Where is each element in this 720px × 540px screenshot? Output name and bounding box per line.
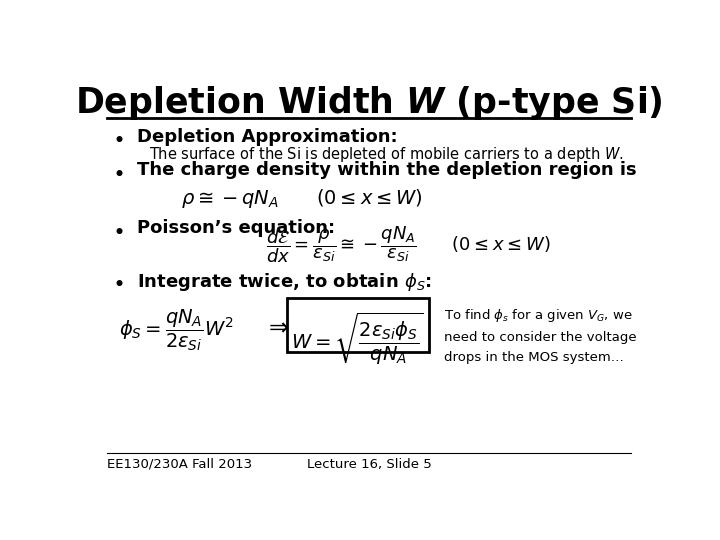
- Text: Depletion Approximation:: Depletion Approximation:: [138, 128, 398, 146]
- Text: $\rho \cong -qN_A \qquad (0 \leq x \leq W)$: $\rho \cong -qN_A \qquad (0 \leq x \leq …: [181, 187, 423, 211]
- Text: The charge density within the depletion region is: The charge density within the depletion …: [138, 161, 637, 179]
- Text: $\dfrac{d\mathcal{E}}{dx} = \dfrac{\rho}{\varepsilon_{Si}} \cong -\dfrac{qN_A}{\: $\dfrac{d\mathcal{E}}{dx} = \dfrac{\rho}…: [266, 224, 550, 265]
- Text: Integrate twice, to obtain $\phi_S$:: Integrate twice, to obtain $\phi_S$:: [138, 272, 432, 293]
- Text: To find $\phi_s$ for a given $V_G$, we
need to consider the voltage
drops in the: To find $\phi_s$ for a given $V_G$, we n…: [444, 307, 637, 364]
- Text: EE130/230A Fall 2013: EE130/230A Fall 2013: [107, 458, 252, 471]
- Text: Depletion Width $\boldsymbol{W}$ (p-type Si): Depletion Width $\boldsymbol{W}$ (p-type…: [75, 84, 663, 122]
- Text: $\bullet$: $\bullet$: [112, 163, 124, 183]
- Text: $\phi_S = \dfrac{qN_A}{2\varepsilon_{Si}} W^2$: $\phi_S = \dfrac{qN_A}{2\varepsilon_{Si}…: [119, 308, 234, 353]
- FancyBboxPatch shape: [287, 298, 429, 352]
- Text: Poisson’s equation:: Poisson’s equation:: [138, 219, 336, 238]
- Text: Lecture 16, Slide 5: Lecture 16, Slide 5: [307, 458, 431, 471]
- Text: $\Rightarrow$: $\Rightarrow$: [264, 314, 289, 338]
- Text: $\bullet$: $\bullet$: [112, 221, 124, 241]
- Text: $\bullet$: $\bullet$: [112, 129, 124, 149]
- Text: The surface of the Si is depleted of mobile carriers to a depth $W$.: The surface of the Si is depleted of mob…: [148, 145, 624, 164]
- Text: $\bullet$: $\bullet$: [112, 273, 124, 293]
- Text: $W = \sqrt{\dfrac{2\varepsilon_{Si}\phi_S}{qN_A}}$: $W = \sqrt{\dfrac{2\varepsilon_{Si}\phi_…: [292, 311, 424, 367]
